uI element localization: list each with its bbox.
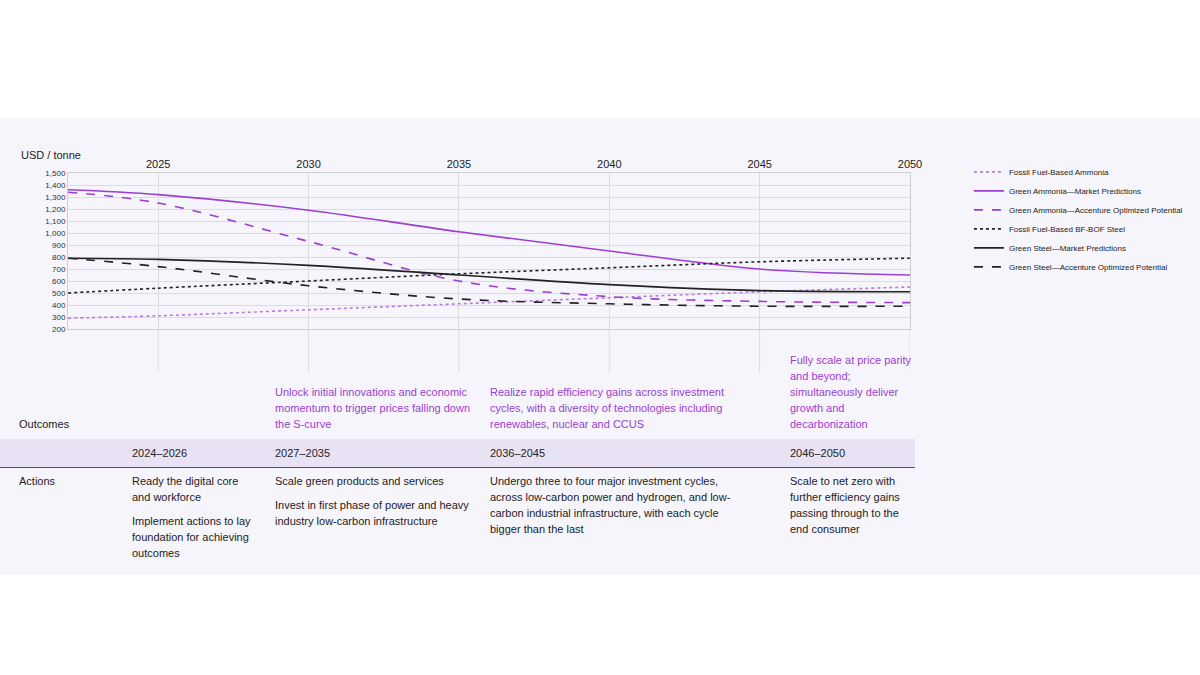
html-text:Realize rapid efficiency gains: Realize rapid efficiency gains across in… xyxy=(490,386,724,430)
html-text:Ready the digital core and wor: Ready the digital core and workforce xyxy=(132,475,239,503)
svg-text:Fossil Fuel-Based Ammonia: Fossil Fuel-Based Ammonia xyxy=(1009,168,1109,177)
html-text:Unlock initial innovations and: Unlock initial innovations and economic … xyxy=(275,386,470,430)
svg-text:1,200: 1,200 xyxy=(45,205,66,214)
svg-text:400: 400 xyxy=(52,301,66,310)
svg-text:Green Steel—Market Predictions: Green Steel—Market Predictions xyxy=(1009,244,1126,253)
svg-text:200: 200 xyxy=(52,325,66,334)
html-text:Implement actions to lay found: Implement actions to lay foundation for … xyxy=(132,515,251,559)
svg-text:USD / tonne: USD / tonne xyxy=(21,149,81,161)
svg-text:1,500: 1,500 xyxy=(45,169,66,178)
svg-text:Green Ammonia—Market Predictio: Green Ammonia—Market Predictions xyxy=(1009,187,1141,196)
html-text:Scale to net zero with further: Scale to net zero with further efficienc… xyxy=(790,475,900,535)
svg-text:900: 900 xyxy=(52,241,66,250)
svg-text:2045: 2045 xyxy=(747,158,771,170)
html-text:Invest in first phase of power: Invest in first phase of power and heavy… xyxy=(275,499,469,527)
svg-text:Fossil Fuel-Based BF-BOF Steel: Fossil Fuel-Based BF-BOF Steel xyxy=(1009,225,1125,234)
html-text:2036–2045: 2036–2045 xyxy=(490,447,546,459)
svg-text:Green Ammonia—Accenture Optimi: Green Ammonia—Accenture Optimized Potent… xyxy=(1009,206,1183,215)
html-text:2024–2026: 2024–2026 xyxy=(132,447,188,459)
svg-text:300: 300 xyxy=(52,313,66,322)
svg-text:1,300: 1,300 xyxy=(45,193,66,202)
svg-text:700: 700 xyxy=(52,265,66,274)
svg-text:Green Steel—Accenture Optimize: Green Steel—Accenture Optimized Potentia… xyxy=(1009,263,1168,272)
svg-text:1,000: 1,000 xyxy=(45,229,66,238)
svg-text:800: 800 xyxy=(52,253,66,262)
svg-text:2050: 2050 xyxy=(898,158,922,170)
html-text:2027–2035: 2027–2035 xyxy=(275,447,331,459)
svg-text:1,100: 1,100 xyxy=(45,217,66,226)
html-text:Scale green products and servi: Scale green products and services xyxy=(275,475,444,487)
html-text:Outcomes: Outcomes xyxy=(19,418,70,430)
html-text:Undergo three to four major in: Undergo three to four major investment c… xyxy=(490,475,731,535)
svg-text:500: 500 xyxy=(52,289,66,298)
html-text:Actions: Actions xyxy=(19,475,56,487)
svg-text:1,400: 1,400 xyxy=(45,181,66,190)
svg-text:2025: 2025 xyxy=(146,158,170,170)
svg-text:2030: 2030 xyxy=(296,158,320,170)
svg-text:600: 600 xyxy=(52,277,66,286)
svg-text:2035: 2035 xyxy=(447,158,471,170)
svg-text:2040: 2040 xyxy=(597,158,621,170)
html-text:2046–2050: 2046–2050 xyxy=(790,447,846,459)
html-text:Fully scale at price parity an: Fully scale at price parity and beyond; … xyxy=(790,354,911,430)
